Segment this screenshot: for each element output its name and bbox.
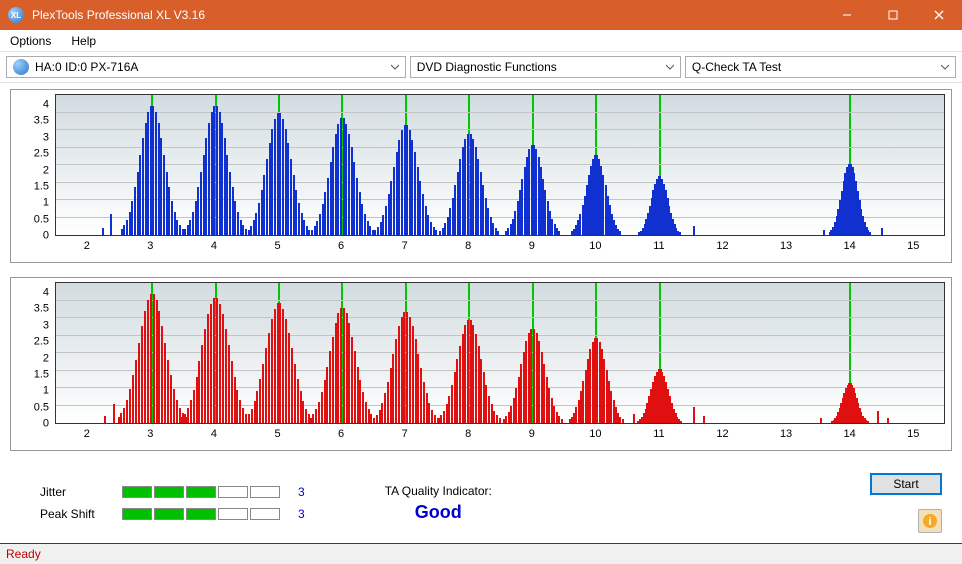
menu-options[interactable]: Options [0, 30, 61, 52]
window-title: PlexTools Professional XL V3.16 [32, 8, 824, 22]
meter-segment [154, 508, 184, 520]
content-area: 00.511.522.533.54 23456789101112131415 0… [0, 83, 962, 543]
meter-segment [154, 486, 184, 498]
app-icon: XL [8, 7, 24, 23]
statusbar: Ready [0, 543, 962, 563]
quality-indicator: TA Quality Indicator: Good [385, 484, 492, 523]
close-button[interactable] [916, 0, 962, 30]
y-axis-top: 00.511.522.533.54 [11, 94, 53, 236]
meter-segment [250, 508, 280, 520]
meter-segment [122, 508, 152, 520]
chart-bottom: 00.511.522.533.54 23456789101112131415 [10, 277, 952, 451]
drive-select-label: HA:0 ID:0 PX-716A [35, 60, 138, 74]
drive-select[interactable]: HA:0 ID:0 PX-716A [6, 56, 406, 78]
jitter-label: Jitter [40, 485, 110, 499]
bottom-panel: Jitter 3 Peak Shift 3 TA Quality Indicat… [10, 465, 952, 543]
maximize-button[interactable] [870, 0, 916, 30]
chart-top: 00.511.522.533.54 23456789101112131415 [10, 89, 952, 263]
meter-segment [186, 486, 216, 498]
function-select[interactable]: DVD Diagnostic Functions [410, 56, 681, 78]
peak-shift-row: Peak Shift 3 [40, 507, 305, 521]
chevron-down-icon [666, 63, 674, 71]
meter-segment [186, 508, 216, 520]
test-select-label: Q-Check TA Test [692, 60, 781, 74]
chevron-down-icon [941, 63, 949, 71]
meter-segment [218, 508, 248, 520]
meter-segment [218, 486, 248, 498]
meter-segment [122, 486, 152, 498]
metrics: Jitter 3 Peak Shift 3 [40, 485, 305, 521]
minimize-button[interactable] [824, 0, 870, 30]
start-button[interactable]: Start [870, 473, 942, 495]
peak-shift-value: 3 [298, 507, 305, 521]
jitter-value: 3 [298, 485, 305, 499]
peak-shift-label: Peak Shift [40, 507, 110, 521]
jitter-row: Jitter 3 [40, 485, 305, 499]
jitter-meter [122, 486, 280, 498]
drive-icon [13, 59, 29, 75]
x-axis-bottom: 23456789101112131415 [55, 428, 945, 446]
y-axis-bottom: 00.511.522.533.54 [11, 282, 53, 424]
titlebar: XL PlexTools Professional XL V3.16 [0, 0, 962, 30]
quality-label: TA Quality Indicator: [385, 484, 492, 498]
menubar: Options Help [0, 30, 962, 52]
meter-segment [250, 486, 280, 498]
plot-top [55, 94, 945, 236]
svg-text:i: i [928, 516, 931, 528]
chevron-down-icon [391, 63, 399, 71]
function-select-label: DVD Diagnostic Functions [417, 60, 557, 74]
status-text: Ready [6, 547, 41, 561]
test-select[interactable]: Q-Check TA Test [685, 56, 956, 78]
x-axis-top: 23456789101112131415 [55, 240, 945, 258]
menu-help[interactable]: Help [61, 30, 106, 52]
quality-value: Good [385, 502, 492, 523]
info-icon: i [922, 513, 938, 529]
plot-bottom [55, 282, 945, 424]
toolbar-dropdowns: HA:0 ID:0 PX-716A DVD Diagnostic Functio… [0, 52, 962, 83]
info-button[interactable]: i [918, 509, 942, 533]
peak-shift-meter [122, 508, 280, 520]
